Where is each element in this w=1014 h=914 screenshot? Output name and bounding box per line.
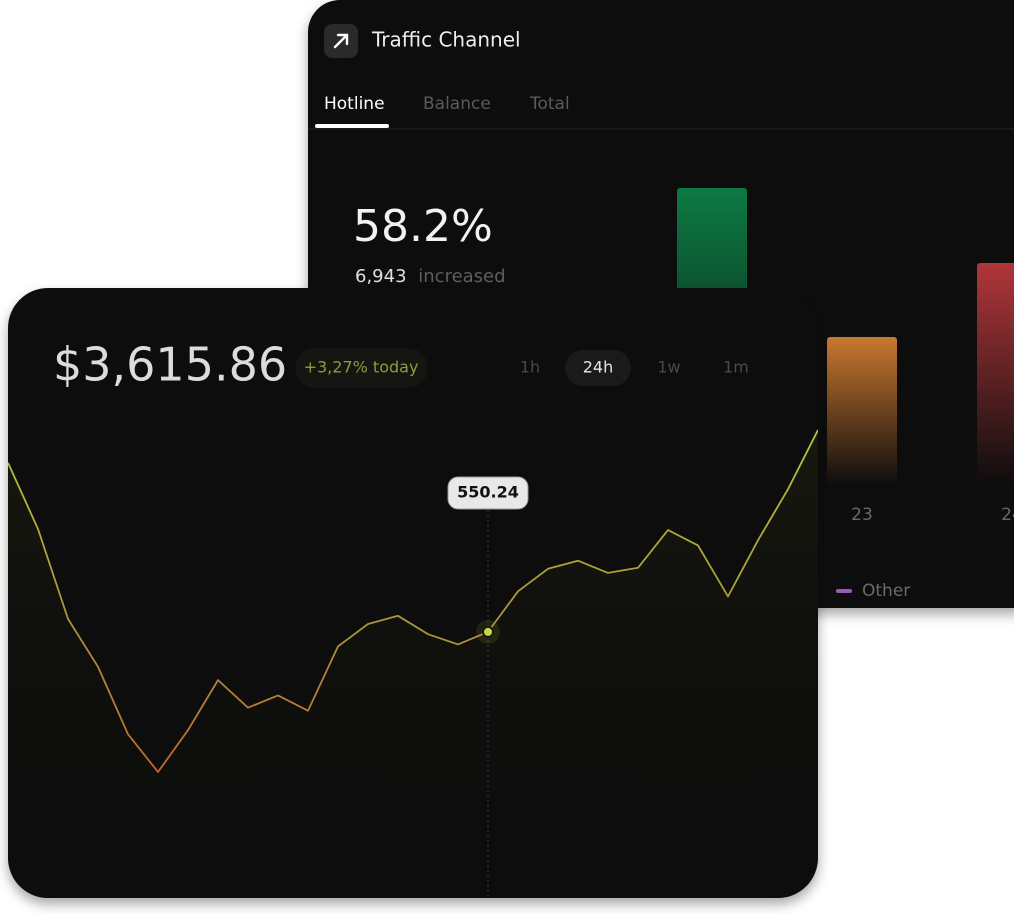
stat: 58.2% — [353, 201, 493, 252]
legend-label: Other — [862, 581, 910, 601]
change: +3,27% today — [304, 358, 419, 377]
price-card: $3,615.86 +3,27% today 1h 24h 1w 1m 550.24 — [8, 288, 818, 898]
bar — [977, 263, 1014, 485]
bar-label: 23 — [851, 505, 873, 525]
count-line: 6,943 increased — [355, 266, 506, 287]
count: 6,943 — [355, 266, 407, 287]
arrow-icon — [333, 33, 349, 49]
area — [8, 430, 818, 898]
tab-indicator — [315, 124, 389, 128]
count-label: increased — [418, 266, 505, 287]
tab[interactable]: Balance — [423, 94, 491, 114]
range-tab[interactable]: 1h — [520, 358, 540, 377]
tooltip-bg — [447, 476, 529, 510]
tooltip-label: 550.24 — [457, 483, 519, 502]
legend-swatch — [836, 589, 852, 593]
bar — [827, 337, 897, 485]
range-tab[interactable]: 24h — [583, 358, 614, 377]
tab[interactable]: Total — [529, 94, 570, 114]
price-line — [8, 429, 818, 773]
range-tab[interactable]: 1w — [657, 358, 680, 377]
price: $3,615.86 — [53, 338, 287, 392]
change-badge — [295, 348, 428, 388]
bar-label: 24 — [1001, 505, 1014, 525]
highlight-point — [482, 625, 494, 638]
range-active-bg — [565, 350, 631, 386]
range-tab[interactable]: 1m — [723, 358, 749, 377]
card-title: Traffic Channel — [371, 28, 521, 52]
tab[interactable]: Hotline — [324, 94, 385, 114]
